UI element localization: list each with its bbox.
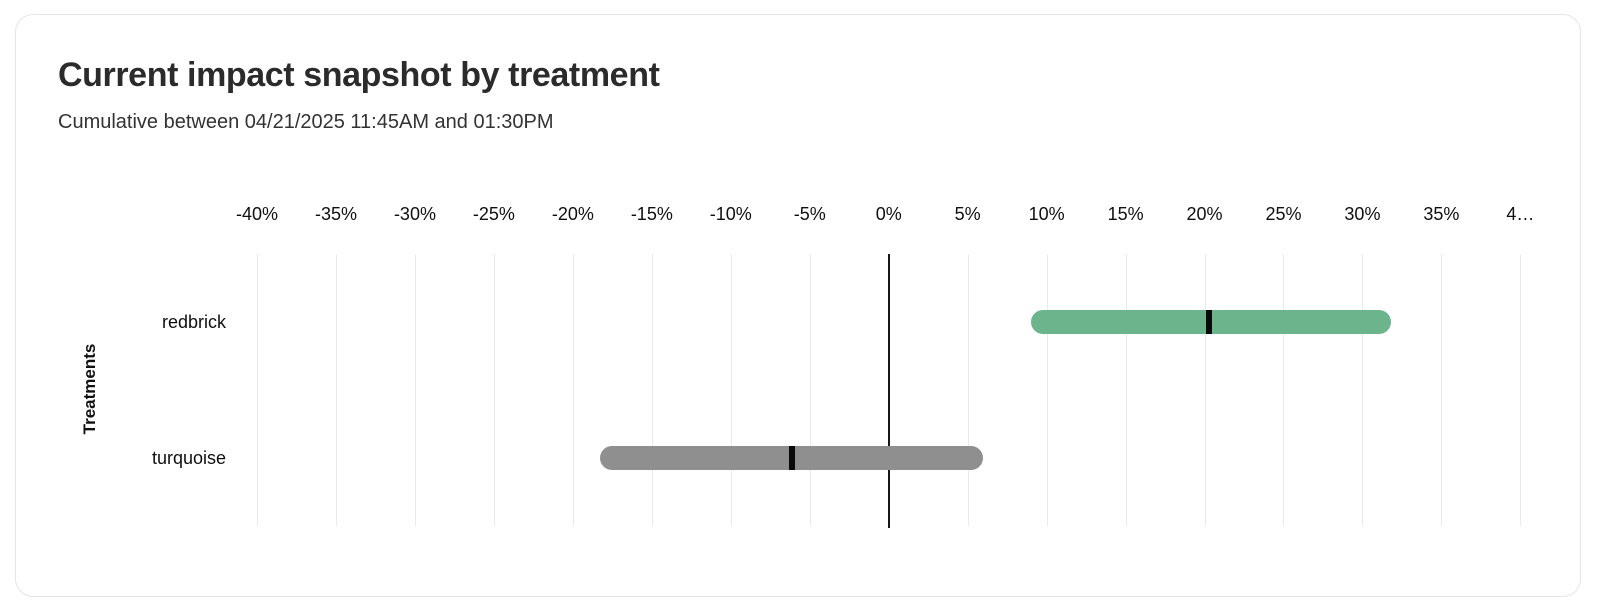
x-tick-label: -15%: [630, 204, 673, 224]
mean-marker-turquoise: [789, 446, 796, 470]
gridline: [651, 254, 653, 526]
x-tick-label: -35%: [314, 204, 358, 224]
x-tick-label: -25%: [472, 204, 515, 224]
x-tick-label: 35%: [1423, 204, 1460, 224]
gridline: [967, 254, 969, 526]
x-tick-label: 30%: [1344, 204, 1381, 224]
x-tick-label: 20%: [1186, 204, 1223, 224]
gridline: [730, 254, 732, 526]
category-label-redbrick: redbrick: [161, 312, 226, 332]
gridline: [493, 254, 495, 526]
x-tick-label: 0%: [875, 204, 902, 224]
category-label-turquoise: turquoise: [151, 448, 226, 468]
x-tick-label: 4…: [1506, 204, 1535, 224]
page-title: Current impact snapshot by treatment: [58, 56, 660, 94]
x-tick-label: 25%: [1265, 204, 1302, 224]
x-tick-label: -40%: [236, 204, 279, 224]
gridline: [257, 254, 259, 526]
y-axis-title: Treatments: [80, 343, 99, 435]
mean-marker-redbrick: [1206, 310, 1213, 334]
x-tick-label: -30%: [393, 204, 436, 224]
gridline: [1520, 254, 1522, 526]
x-tick-label: -20%: [551, 204, 594, 224]
gridline: [1125, 254, 1127, 526]
x-tick-label: 10%: [1028, 204, 1065, 224]
plot-area: [246, 254, 1533, 528]
x-tick-label: 5%: [954, 204, 981, 224]
x-tick-label: -10%: [709, 204, 752, 224]
gridline: [1362, 254, 1364, 526]
gridline: [572, 254, 574, 526]
gridline: [336, 254, 337, 526]
gridline: [809, 254, 811, 526]
zero-axis-line: [887, 254, 890, 528]
x-tick-label: -5%: [793, 204, 826, 224]
gridline: [1441, 254, 1443, 526]
gridline: [1046, 254, 1048, 526]
x-axis-labels: -40% -35% -30% -25% -20% -15% -10% -5% 0% 5% 10% 15…: [236, 204, 1535, 228]
gridline: [1283, 254, 1285, 526]
x-tick-label: 15%: [1107, 204, 1144, 224]
date-range-subtitle: Cumulative between 04/21/2025 11:45AM an…: [58, 111, 554, 133]
impact-snapshot-card: Current impact snapshot by treatment Cum…: [15, 14, 1581, 597]
gridline: [414, 254, 416, 526]
gridline: [1204, 254, 1206, 526]
